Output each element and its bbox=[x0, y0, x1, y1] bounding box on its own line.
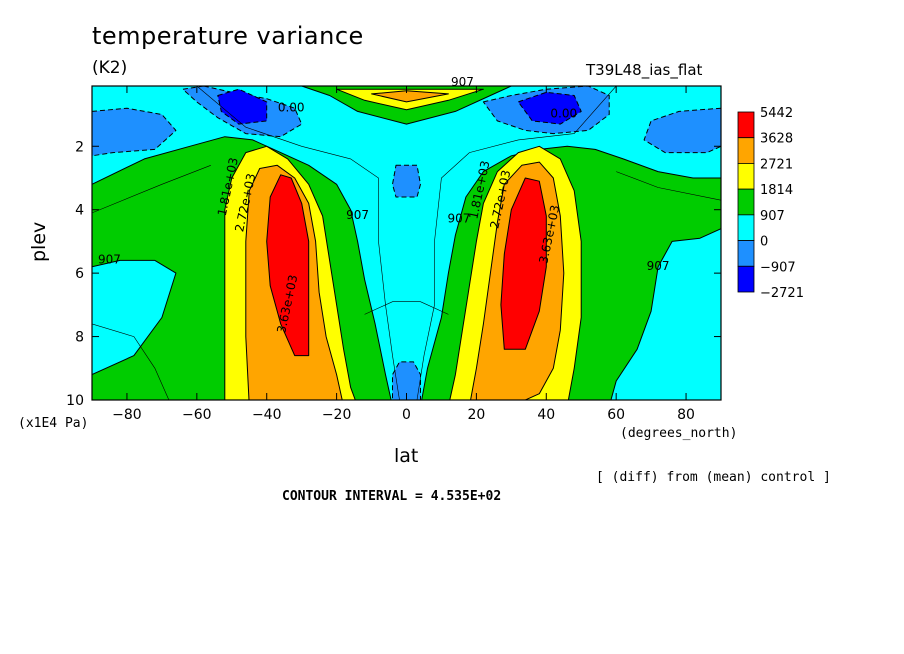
contour-line-2 bbox=[416, 86, 617, 400]
y-tick-label: 4 bbox=[75, 203, 84, 219]
colorbar: 5442 3628 2721 1814 907 0 −907 −2721 bbox=[737, 106, 804, 301]
x-tick-label: 80 bbox=[677, 407, 695, 423]
y-tick-label: 2 bbox=[75, 139, 84, 155]
contour-line-6 bbox=[92, 323, 170, 400]
y-tick-label: 8 bbox=[75, 330, 84, 346]
contour-line-3 bbox=[92, 165, 211, 214]
band-blue-equator-low bbox=[392, 361, 421, 400]
colorbar-label: 5442 bbox=[760, 106, 793, 121]
colorbar-swatch bbox=[737, 188, 755, 216]
colorbar-label: 0 bbox=[760, 235, 768, 250]
y-axis-units: (x1E4 Pa) bbox=[18, 416, 89, 431]
x-axis: −80 −60 −40 −20 0 20 40 60 80 bbox=[112, 86, 695, 423]
contour-label: 907 bbox=[451, 75, 474, 89]
contour-label: 907 bbox=[647, 259, 670, 273]
chart-title: temperature variance bbox=[92, 22, 364, 50]
colorbar-swatch bbox=[737, 265, 755, 293]
y-tick-label: 6 bbox=[75, 266, 84, 282]
band-darkblue-nh bbox=[517, 91, 582, 125]
y-axis: 2 4 6 8 10 bbox=[66, 139, 721, 409]
band-darkblue-sh bbox=[217, 88, 268, 125]
colorbar-swatch bbox=[737, 111, 755, 139]
x-axis-units: (degrees_north) bbox=[620, 426, 738, 441]
contour-label: 0.00 bbox=[278, 100, 305, 114]
x-axis-label: lat bbox=[394, 445, 419, 467]
band-blue-equator-mid bbox=[392, 164, 421, 198]
colorbar-label: −2721 bbox=[760, 286, 804, 301]
band-blue-nh-edge bbox=[643, 107, 721, 154]
contour-fields bbox=[92, 86, 721, 400]
x-tick-label: −40 bbox=[252, 407, 282, 423]
contour-label: 907 bbox=[98, 253, 121, 267]
contour-label: 907 bbox=[447, 211, 470, 225]
contour-label: 0.00 bbox=[550, 107, 577, 121]
y-tick-label: 10 bbox=[66, 393, 84, 409]
colorbar-label: 907 bbox=[760, 209, 785, 224]
colorbar-label: 3628 bbox=[760, 132, 793, 147]
x-tick-label: 40 bbox=[537, 407, 555, 423]
contour-label: 907 bbox=[346, 208, 369, 222]
contour-interval: CONTOUR INTERVAL = 4.535E+02 bbox=[282, 489, 502, 504]
band-orange-top bbox=[371, 90, 449, 103]
chart-units: (K2) bbox=[92, 58, 128, 78]
contour-line-1 bbox=[196, 86, 400, 400]
band-red-sh bbox=[266, 174, 310, 357]
contour-line-4 bbox=[616, 171, 721, 201]
experiment-name: T39L48_ias_flat bbox=[586, 61, 703, 79]
x-tick-label: −20 bbox=[322, 407, 352, 423]
colorbar-label: 1814 bbox=[760, 183, 793, 198]
x-tick-label: −80 bbox=[112, 407, 142, 423]
band-red-nh bbox=[500, 177, 547, 350]
colorbar-label: −907 bbox=[760, 260, 796, 275]
diff-annotation: [ (diff) from (mean) control ] bbox=[596, 470, 831, 485]
colorbar-swatch bbox=[737, 240, 755, 267]
colorbar-swatch bbox=[737, 137, 755, 164]
x-tick-label: −60 bbox=[182, 407, 212, 423]
x-tick-label: 60 bbox=[607, 407, 625, 423]
colorbar-label: 2721 bbox=[760, 157, 793, 172]
x-tick-label: 0 bbox=[402, 407, 411, 423]
contour-line-5 bbox=[364, 301, 449, 315]
colorbar-swatch bbox=[737, 163, 755, 190]
x-tick-label: 20 bbox=[467, 407, 485, 423]
band-blue-sh-edge bbox=[92, 107, 177, 157]
colorbar-swatch bbox=[737, 214, 755, 241]
